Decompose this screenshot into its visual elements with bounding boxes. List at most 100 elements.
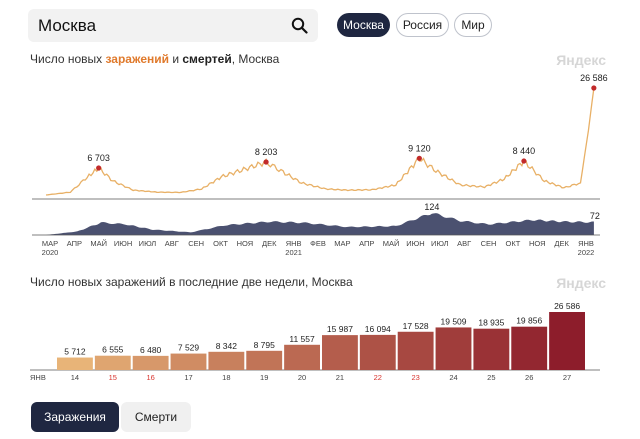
bar-day-label: 18 bbox=[222, 373, 230, 382]
month-label: МАР bbox=[42, 239, 58, 248]
bar-day-label: 20 bbox=[298, 373, 306, 382]
bar bbox=[511, 326, 548, 370]
bar-day-label: 24 bbox=[449, 373, 457, 382]
month-label: ЯНВ bbox=[286, 239, 302, 248]
bar-value-label: 8 795 bbox=[254, 340, 276, 350]
infections-peak-label-4: 26 586 bbox=[580, 73, 608, 83]
bar-value-label: 16 094 bbox=[365, 324, 391, 334]
infections-peak-label-2: 9 120 bbox=[408, 143, 431, 153]
bar-value-label: 5 712 bbox=[64, 347, 86, 357]
yandex-logo-2: Яндекс bbox=[556, 275, 606, 291]
month-label: ДЕК bbox=[554, 239, 569, 248]
top-chart: 6 703 8 203 9 120 8 440 26 586 124 72 МАР АПР МАЙ… bbox=[32, 73, 608, 257]
bar bbox=[473, 328, 510, 370]
month-label: НОЯ bbox=[237, 239, 254, 248]
month-label: МАЙ bbox=[90, 239, 107, 248]
bar bbox=[549, 312, 585, 370]
title-cases: заражений bbox=[105, 52, 169, 66]
region-chip-world[interactable]: Мир bbox=[454, 13, 492, 37]
infections-line bbox=[45, 87, 595, 196]
month-label: ИЮЛ bbox=[139, 239, 157, 248]
infections-peak-dot-3 bbox=[521, 158, 527, 164]
month-label: ИЮН bbox=[114, 239, 132, 248]
title-and: и bbox=[169, 52, 183, 66]
bar-value-label: 19 856 bbox=[516, 316, 542, 326]
bar-day-label: 27 bbox=[563, 373, 571, 382]
month-label: ФЕВ bbox=[310, 239, 326, 248]
bar-value-label: 6 480 bbox=[140, 345, 162, 355]
bar bbox=[170, 353, 207, 370]
month-label: МАР bbox=[334, 239, 350, 248]
bar bbox=[94, 355, 131, 370]
top-chart-title: Число новых заражений и смертей, Москва bbox=[30, 52, 279, 66]
region-chip-russia[interactable]: Россия bbox=[396, 13, 449, 37]
tab-deaths[interactable]: Смерти bbox=[121, 402, 191, 432]
year-label: 2022 bbox=[578, 248, 595, 257]
bar-value-label: 18 935 bbox=[478, 318, 504, 328]
bar-day-label: 16 bbox=[146, 373, 154, 382]
year-label: 2020 bbox=[42, 248, 59, 257]
bottom-chart-title: Число новых заражений в последние две не… bbox=[30, 275, 353, 289]
infections-peak-dot-0 bbox=[96, 165, 102, 171]
month-label: ИЮН bbox=[406, 239, 424, 248]
month-label: АВГ bbox=[457, 239, 471, 248]
bar bbox=[284, 344, 320, 370]
bar-day-label: 14 bbox=[71, 373, 79, 382]
bar-day-label: 23 bbox=[411, 373, 419, 382]
title-prefix: Число новых bbox=[30, 52, 106, 66]
bottom-chart: ЯНВ 5 712 14 6 555 15 6 480 16 7 529 17 8 342 18 8 … bbox=[30, 301, 600, 382]
infections-peak-label-1: 8 203 bbox=[255, 147, 278, 157]
title-suffix: , Москва bbox=[231, 52, 280, 66]
bar bbox=[397, 331, 434, 370]
bar-value-label: 8 342 bbox=[216, 341, 238, 351]
infections-peak-label-3: 8 440 bbox=[513, 146, 536, 156]
bar-value-label: 7 529 bbox=[178, 343, 200, 353]
bar-value-label: 6 555 bbox=[102, 345, 124, 355]
bar-value-label: 15 987 bbox=[327, 324, 353, 334]
bar-day-label: 25 bbox=[487, 373, 495, 382]
month-label: ДЕК bbox=[262, 239, 277, 248]
bar bbox=[246, 350, 283, 370]
month-label: СЕН bbox=[481, 239, 497, 248]
tab-infections[interactable]: Заражения bbox=[31, 402, 119, 432]
bar bbox=[208, 351, 245, 370]
bar bbox=[359, 334, 396, 370]
month-label: ИЮЛ bbox=[431, 239, 449, 248]
bar-day-label: 22 bbox=[374, 373, 382, 382]
infections-peak-dot-1 bbox=[263, 159, 269, 165]
month-label: МАЙ bbox=[383, 239, 400, 248]
bar-value-label: 17 528 bbox=[403, 321, 429, 331]
title-deaths: смертей bbox=[182, 52, 232, 66]
bar-day-label: 17 bbox=[184, 373, 192, 382]
search-query[interactable]: Москва bbox=[38, 16, 97, 35]
bar-day-label: 21 bbox=[336, 373, 344, 382]
bar bbox=[57, 357, 93, 370]
search-icon[interactable] bbox=[291, 17, 308, 34]
bar bbox=[435, 327, 472, 370]
infections-peak-dot-2 bbox=[416, 155, 422, 161]
yandex-logo: Яндекс bbox=[556, 52, 606, 68]
month-label: ОКТ bbox=[506, 239, 521, 248]
bar-value-label: 11 557 bbox=[289, 334, 315, 344]
bar-value-label: 19 509 bbox=[441, 316, 467, 326]
bar bbox=[132, 355, 169, 370]
deaths-peak-label-0: 124 bbox=[424, 202, 439, 212]
infections-peak-dot-4 bbox=[591, 85, 597, 91]
bar-day-label: 26 bbox=[525, 373, 533, 382]
bar-day-label: 15 bbox=[109, 373, 117, 382]
bar-month-label: ЯНВ bbox=[30, 373, 46, 382]
region-chip-moscow[interactable]: Москва bbox=[337, 13, 390, 37]
deaths-peak-label-1: 72 bbox=[590, 211, 600, 221]
year-label: 2021 bbox=[285, 248, 302, 257]
month-label: НОЯ bbox=[529, 239, 546, 248]
month-label: ЯНВ bbox=[578, 239, 594, 248]
bar-value-label: 26 586 bbox=[554, 301, 580, 311]
infections-peak-label-0: 6 703 bbox=[87, 153, 110, 163]
deaths-area bbox=[46, 213, 594, 235]
bar bbox=[322, 335, 358, 370]
month-label: АПР bbox=[67, 239, 82, 248]
month-label: АВГ bbox=[165, 239, 179, 248]
month-label: ОКТ bbox=[213, 239, 228, 248]
search-input[interactable]: Москва bbox=[28, 9, 318, 42]
month-label: АПР bbox=[359, 239, 374, 248]
